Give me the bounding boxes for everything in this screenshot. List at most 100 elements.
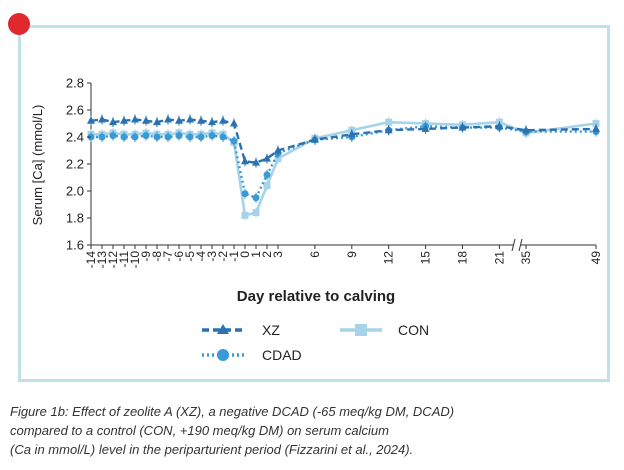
series-line-xz bbox=[90, 118, 597, 164]
legend-item-xz: XZ bbox=[202, 322, 280, 338]
circle-marker-icon bbox=[217, 349, 229, 361]
x-tick-label: 21 bbox=[492, 251, 506, 265]
x-tick-label: 49 bbox=[589, 251, 603, 265]
data-point-xz bbox=[87, 116, 95, 124]
y-tick-label: 2.4 bbox=[66, 130, 84, 145]
x-tick-label: 6 bbox=[308, 251, 322, 258]
data-point-cdad bbox=[175, 132, 183, 140]
data-point-xz bbox=[109, 117, 117, 126]
x-axis-label: Day relative to calving bbox=[237, 288, 395, 305]
data-point-xz bbox=[263, 154, 271, 162]
data-point-cdad bbox=[252, 194, 260, 202]
x-tick-label: 35 bbox=[519, 251, 533, 265]
data-point-xz bbox=[219, 116, 227, 124]
data-point-con bbox=[252, 209, 260, 217]
y-tick-label: 2.2 bbox=[66, 157, 84, 172]
data-point-xz bbox=[241, 156, 249, 165]
data-point-cdad bbox=[263, 171, 271, 179]
data-point-cdad bbox=[186, 133, 194, 141]
figure-caption: Figure 1b: Effect of zeolite A (XZ), a n… bbox=[10, 402, 610, 459]
x-tick-label: -1 bbox=[227, 251, 241, 262]
x-tick-label: 15 bbox=[419, 251, 433, 265]
data-point-cdad bbox=[98, 133, 106, 141]
data-point-xz bbox=[347, 129, 356, 138]
series-xz bbox=[87, 114, 600, 168]
x-tick-label: -2 bbox=[216, 251, 230, 262]
x-tick-label: -5 bbox=[183, 251, 197, 262]
data-point-xz bbox=[384, 125, 393, 134]
data-point-cdad bbox=[219, 133, 227, 141]
data-point-xz bbox=[153, 117, 161, 126]
data-point-cdad bbox=[120, 133, 128, 141]
data-point-cdad bbox=[241, 190, 249, 198]
x-tick-label: -9 bbox=[139, 251, 153, 262]
x-tick-label: 9 bbox=[345, 251, 359, 258]
data-point-xz bbox=[310, 135, 319, 143]
square-marker-icon bbox=[355, 324, 367, 336]
data-point-cdad bbox=[153, 133, 161, 141]
data-point-xz bbox=[252, 158, 260, 166]
data-point-xz bbox=[495, 121, 504, 130]
x-tick-label: -6 bbox=[172, 251, 186, 262]
red-dot-icon bbox=[8, 13, 30, 35]
caption-line-2: compared to a control (CON, +190 meq/kg … bbox=[10, 423, 389, 438]
axis-break-mark bbox=[518, 238, 523, 252]
data-point-xz bbox=[197, 116, 205, 124]
legend-label: CON bbox=[398, 322, 429, 338]
data-point-con bbox=[241, 211, 249, 219]
data-point-cdad bbox=[109, 132, 117, 140]
y-axis-label: Serum [Ca] (mmol/L) bbox=[30, 105, 45, 226]
data-point-xz bbox=[230, 119, 238, 127]
y-tick-label: 2.6 bbox=[66, 103, 84, 118]
x-tick-label: -4 bbox=[194, 251, 208, 262]
data-point-xz bbox=[98, 114, 106, 123]
data-point-xz bbox=[120, 116, 128, 124]
x-tick-label: 3 bbox=[271, 251, 285, 258]
data-point-xz bbox=[458, 123, 467, 131]
caption-line-1: Figure 1b: Effect of zeolite A (XZ), a n… bbox=[10, 404, 455, 419]
data-point-xz bbox=[131, 114, 139, 123]
x-tick-label: 12 bbox=[382, 251, 396, 265]
x-tick-label: -7 bbox=[161, 251, 175, 262]
axis-break-mark bbox=[511, 238, 516, 252]
y-tick-label: 2.0 bbox=[66, 184, 84, 199]
x-tick-label: 18 bbox=[456, 251, 470, 265]
x-tick-label: -13 bbox=[95, 251, 109, 269]
data-point-con bbox=[385, 118, 393, 126]
data-point-xz bbox=[592, 124, 600, 132]
x-tick-label: -11 bbox=[117, 251, 131, 268]
data-point-cdad bbox=[164, 133, 172, 141]
data-point-cdad bbox=[131, 133, 139, 141]
x-tick-label: -14 bbox=[84, 251, 98, 269]
legend-label: XZ bbox=[262, 322, 280, 338]
data-point-xz bbox=[522, 125, 530, 134]
x-tick-label: 1 bbox=[249, 251, 263, 258]
data-point-xz bbox=[274, 146, 282, 154]
x-tick-label: -3 bbox=[205, 251, 219, 262]
data-point-xz bbox=[164, 114, 172, 123]
legend-label: CDAD bbox=[262, 347, 302, 363]
data-point-xz bbox=[175, 116, 183, 124]
x-tick-label: -8 bbox=[150, 251, 164, 262]
data-point-xz bbox=[142, 116, 150, 124]
data-point-con bbox=[263, 182, 271, 190]
data-point-con bbox=[274, 155, 282, 163]
legend-item-con: CON bbox=[340, 322, 429, 338]
data-point-xz bbox=[208, 117, 216, 126]
caption-line-3: (Ca in mmol/L) level in the periparturie… bbox=[10, 442, 414, 457]
data-point-con bbox=[592, 120, 600, 127]
x-tick-label: -10 bbox=[128, 251, 142, 269]
data-point-xz bbox=[421, 124, 430, 132]
triangle-marker-icon bbox=[217, 324, 229, 334]
y-tick-label: 2.8 bbox=[66, 76, 84, 91]
x-tick-label: 2 bbox=[260, 251, 274, 258]
y-tick-label: 1.6 bbox=[66, 238, 84, 253]
data-point-cdad bbox=[197, 133, 205, 141]
data-point-cdad bbox=[208, 132, 216, 140]
figure-frame bbox=[18, 25, 610, 382]
data-point-cdad bbox=[142, 132, 150, 140]
serum-calcium-line-chart: 2.82.62.42.22.01.81.6-14-13-12-11-10-9-8… bbox=[30, 76, 603, 364]
y-tick-label: 1.8 bbox=[66, 211, 84, 226]
data-point-cdad bbox=[230, 137, 238, 145]
x-tick-label: -12 bbox=[106, 251, 120, 269]
